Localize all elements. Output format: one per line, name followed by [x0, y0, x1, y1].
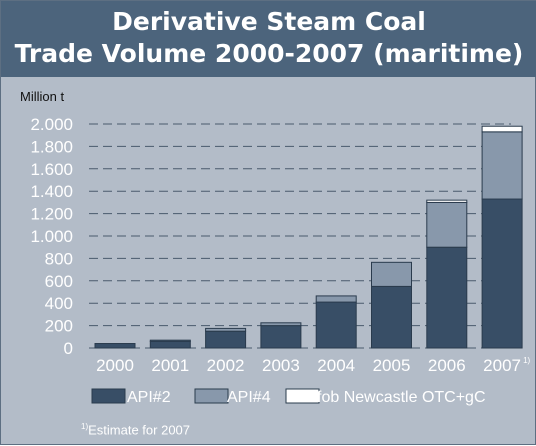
x-tick-label: 2001: [151, 356, 189, 375]
bar-segment-1: [205, 330, 247, 349]
x-tick-label: 2004: [317, 356, 355, 375]
bar-segment-2: [205, 327, 247, 332]
bar-segment-1: [260, 325, 302, 349]
y-tick-label: 600: [45, 272, 73, 291]
y-tick-label: 1.000: [30, 227, 73, 246]
bar-segment-2: [371, 261, 412, 287]
x-tick-label: 2006: [428, 356, 466, 375]
legend-label: fob Newcastle OTC+gC: [317, 389, 486, 406]
bar-segment-1: [426, 246, 468, 349]
footnote-text: Estimate for 2007: [88, 422, 191, 438]
legend-label: API#2: [127, 389, 171, 406]
y-tick-label: 0: [64, 339, 73, 358]
bar-segment-2: [149, 339, 191, 342]
x-tick-label: 2007: [483, 356, 521, 375]
chart-title-line-2: Trade Volume 2000-2007 (maritime): [14, 39, 524, 68]
footnote: 1)Estimate for 2007: [81, 422, 190, 437]
legend-swatch: [194, 388, 229, 404]
y-tick-label: 1.600: [30, 160, 73, 179]
bar-segment-2: [315, 295, 357, 303]
y-tick-label: 2.000: [30, 115, 73, 134]
x-tick-label: 2002: [207, 356, 245, 375]
footnote-marker: 1): [81, 422, 89, 431]
x-tick-label: 2000: [96, 356, 134, 375]
bar-segment-3: [426, 199, 468, 203]
y-tick-label: 1.800: [30, 137, 73, 156]
y-tick-label: 1.400: [30, 182, 73, 201]
bar-segment-3: [481, 125, 523, 133]
bar-segment-1: [94, 343, 136, 349]
y-tick-label: 800: [45, 249, 73, 268]
title-banner: Derivative Steam Coal Trade Volume 2000-…: [1, 1, 536, 77]
y-axis-unit-label: Million t: [20, 89, 65, 104]
legend-swatch: [91, 388, 126, 404]
bar-segment-1: [481, 198, 523, 349]
bar-segment-2: [481, 131, 523, 200]
x-tick-label: 2005: [373, 356, 411, 375]
bar-segment-2: [260, 322, 302, 327]
bar-segment-2: [426, 201, 468, 248]
bar-segment-1: [371, 285, 412, 349]
legend-swatch: [285, 388, 320, 404]
x-tick-label: 2003: [262, 356, 300, 375]
y-tick-label: 200: [45, 317, 73, 336]
bar-segment-1: [315, 301, 357, 349]
y-tick-label: 1.200: [30, 205, 73, 224]
bar-segment-1: [149, 340, 191, 349]
legend-label: API#4: [227, 389, 271, 406]
x-tick-superscript: 1): [523, 356, 530, 365]
chart-title-line-1: Derivative Steam Coal: [112, 7, 426, 36]
y-tick-label: 400: [45, 294, 73, 313]
